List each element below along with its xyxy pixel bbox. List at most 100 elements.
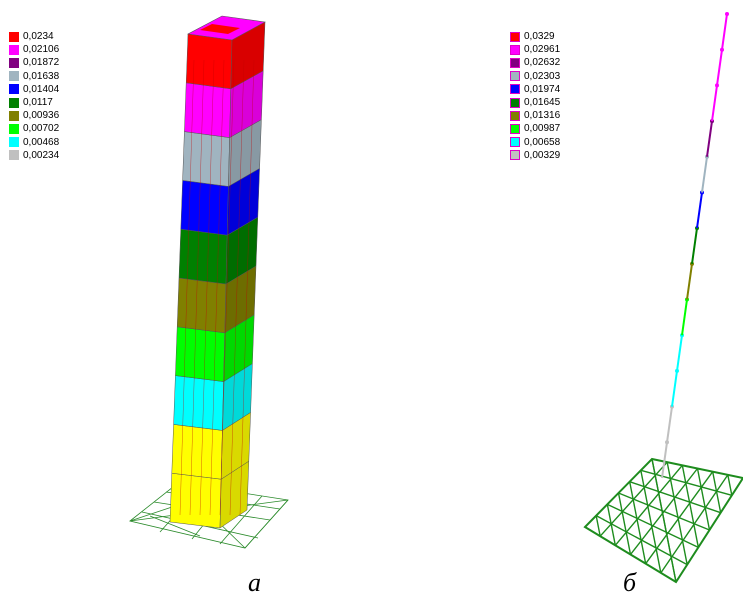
- legend-value: 0,01404: [23, 83, 60, 95]
- legend-value: 0,00234: [23, 149, 60, 161]
- tower-band-front: [184, 82, 232, 138]
- tower-column-line: [239, 59, 255, 516]
- legend-swatch: [510, 150, 520, 161]
- legend-item: 0,02106: [9, 43, 59, 56]
- mesh-diagonal: [628, 481, 647, 564]
- legend-value: 0,00468: [23, 136, 60, 148]
- legend-value: 0,02961: [524, 44, 561, 56]
- stick-segment: [661, 442, 668, 479]
- legend-value: 0,0117: [23, 97, 53, 109]
- legend-item: 0,02961: [510, 43, 560, 56]
- legend-swatch: [9, 110, 19, 121]
- legend-item: 0,0117: [9, 96, 59, 109]
- caption-a: а: [248, 568, 261, 597]
- tower-band-front: [182, 131, 230, 187]
- tower-top-core: [200, 24, 240, 34]
- legend-a: 0,0234 0,02106 0,01872 0,01638 0,01404 0,0117…: [9, 30, 59, 162]
- caption-b: б: [623, 568, 637, 597]
- legend-item: 0,00329: [510, 149, 560, 162]
- legend-item: 0,00468: [9, 136, 59, 149]
- stick-segment: [681, 299, 688, 336]
- legend-value: 0,02303: [524, 70, 561, 82]
- legend-value: 0,00936: [23, 110, 60, 122]
- tower-band-front: [185, 33, 233, 90]
- legend-swatch: [9, 57, 19, 68]
- stick-segment: [676, 335, 683, 372]
- foundation-mesh-b-lines: [595, 458, 733, 583]
- mesh-diagonal: [681, 465, 700, 548]
- legend-swatch: [510, 44, 520, 55]
- legend-swatch: [9, 97, 19, 108]
- stick-segment: [671, 370, 678, 407]
- legend-swatch: [9, 123, 19, 134]
- tower-column-line: [179, 59, 195, 516]
- tower-band-front: [180, 180, 229, 236]
- stick-segment: [711, 85, 718, 122]
- legend-item: 0,02632: [510, 56, 560, 69]
- legend-item: 0,0329: [510, 30, 560, 43]
- mesh-diagonal: [727, 474, 733, 496]
- legend-item: 0,0234: [9, 30, 59, 43]
- stick-segment: [666, 406, 673, 443]
- legend-value: 0,02106: [23, 44, 60, 56]
- mesh-diagonal: [696, 468, 711, 531]
- mesh-diagonal: [606, 504, 617, 546]
- legend-item: 0,01645: [510, 96, 560, 109]
- legend-value: 0,0234: [23, 31, 54, 43]
- mesh-diagonal: [666, 462, 688, 565]
- legend-swatch: [510, 97, 520, 108]
- legend-swatch: [510, 137, 520, 148]
- legend-item: 0,00658: [510, 136, 560, 149]
- tower-column-line: [189, 59, 205, 516]
- mesh-diagonal: [711, 471, 722, 513]
- legend-swatch: [9, 71, 19, 82]
- legend-value: 0,01316: [524, 110, 561, 122]
- tower-column-line: [199, 59, 215, 516]
- legend-swatch: [510, 123, 520, 134]
- stick-segment: [691, 228, 698, 264]
- legend-item: 0,00936: [9, 109, 59, 122]
- tower-model-a: [169, 15, 266, 529]
- legend-item: 0,01316: [510, 109, 560, 122]
- legend-swatch: [9, 137, 19, 148]
- legend-item: 0,00234: [9, 149, 59, 162]
- tower-band-front: [178, 228, 228, 285]
- stick-node: [725, 12, 729, 16]
- legend-value: 0,00329: [524, 149, 561, 161]
- stick-segment: [706, 120, 713, 157]
- tower-band-front: [175, 326, 226, 382]
- tower-band-front: [173, 375, 224, 431]
- mesh-diagonal: [595, 515, 601, 537]
- legend-swatch: [9, 44, 19, 55]
- legend-item: 0,01872: [9, 56, 59, 69]
- stick-segment: [701, 156, 708, 193]
- legend-value: 0,00658: [524, 136, 561, 148]
- legend-swatch: [9, 150, 19, 161]
- tower-column-line: [229, 59, 245, 516]
- tower-column-line: [219, 59, 235, 516]
- stick-segment: [696, 192, 703, 229]
- stick-model-b: [661, 12, 729, 479]
- legend-value: 0,00987: [524, 123, 561, 135]
- tower-band-front: [171, 424, 223, 480]
- legend-swatch: [510, 57, 520, 68]
- tower-band-front: [176, 277, 227, 334]
- legend-swatch: [510, 31, 520, 42]
- legend-value: 0,0329: [524, 31, 555, 43]
- legend-item: 0,00702: [9, 122, 59, 135]
- legend-item: 0,01974: [510, 83, 560, 96]
- legend-swatch: [510, 110, 520, 121]
- mesh-diagonal: [640, 470, 662, 573]
- legend-item: 0,01638: [9, 70, 59, 83]
- tower-column-line: [209, 59, 225, 516]
- mesh-diagonal: [617, 492, 632, 555]
- legend-swatch: [510, 84, 520, 95]
- legend-b: 0,0329 0,02961 0,02632 0,02303 0,01974 0,0164…: [510, 30, 560, 162]
- legend-item: 0,02303: [510, 70, 560, 83]
- legend-value: 0,01872: [23, 57, 60, 69]
- stick-segment: [686, 263, 693, 300]
- stick-segment: [721, 13, 728, 50]
- mesh-diagonal: [651, 458, 677, 583]
- legend-item: 0,01404: [9, 83, 59, 96]
